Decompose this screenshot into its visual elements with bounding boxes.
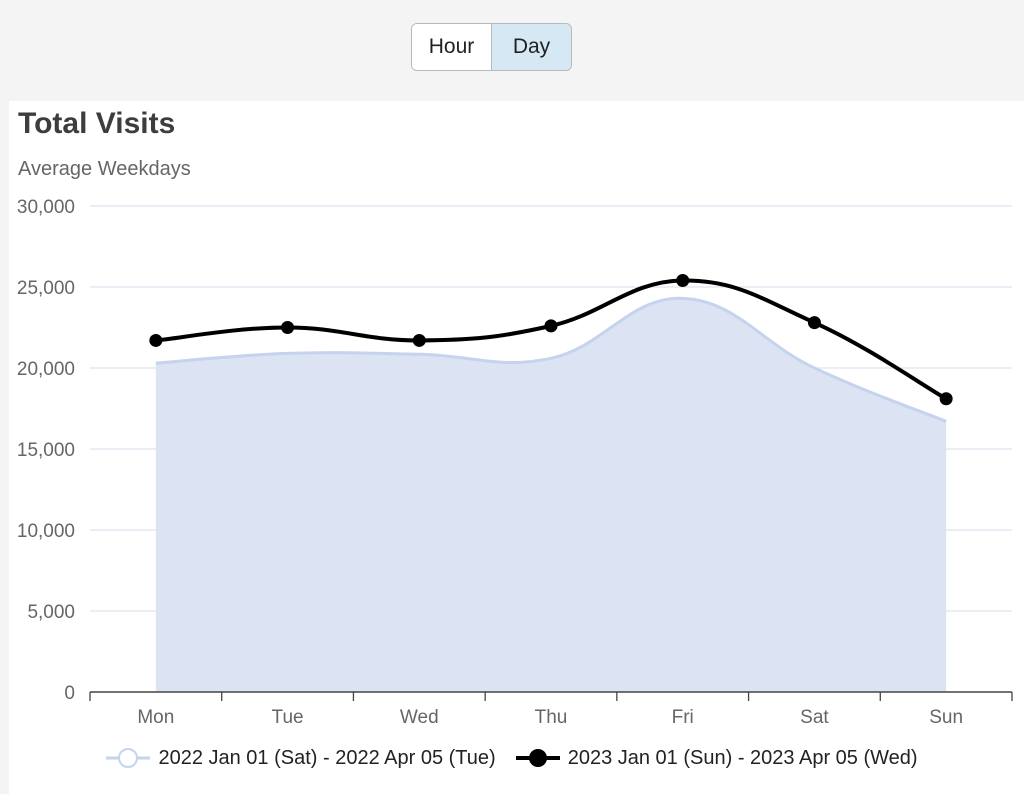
x-tick-label: Thu bbox=[535, 707, 568, 728]
x-tick-label: Tue bbox=[272, 707, 304, 728]
chart-subtitle: Average Weekdays bbox=[18, 158, 191, 180]
x-axis: Mon Tue Wed Thu Fri Sat Sun bbox=[89, 691, 1013, 728]
x-tick-label: Mon bbox=[137, 707, 174, 728]
data-point[interactable] bbox=[281, 321, 295, 334]
data-point[interactable] bbox=[149, 333, 163, 347]
series-line-layer bbox=[149, 274, 953, 406]
legend-item-2022[interactable]: 2022 Jan 01 (Sat) - 2022 Apr 05 (Tue) bbox=[106, 746, 496, 770]
x-tick-label: Sun bbox=[929, 707, 963, 728]
chart-title: Total Visits bbox=[18, 107, 176, 140]
hour-button[interactable]: Hour bbox=[412, 24, 491, 70]
x-tick-label: Sat bbox=[800, 707, 829, 728]
x-tick-label: Fri bbox=[672, 707, 694, 728]
y-tick-label: 20,000 bbox=[17, 359, 75, 380]
y-tick-label: 5,000 bbox=[27, 602, 75, 623]
data-point[interactable] bbox=[544, 319, 558, 333]
legend-line-marker-icon bbox=[515, 749, 560, 767]
view-toggle: Hour Day bbox=[411, 23, 572, 71]
data-point[interactable] bbox=[807, 316, 821, 330]
series-area-layer bbox=[155, 296, 947, 692]
legend-label-2022: 2022 Jan 01 (Sat) - 2022 Apr 05 (Tue) bbox=[158, 746, 496, 769]
day-button[interactable]: Day bbox=[491, 24, 571, 70]
area-fill-2022 bbox=[155, 298, 947, 692]
y-tick-label: 25,000 bbox=[17, 278, 75, 299]
y-tick-label: 10,000 bbox=[17, 521, 75, 542]
legend: 2022 Jan 01 (Sat) - 2022 Apr 05 (Tue) 20… bbox=[0, 740, 1024, 776]
y-tick-label: 0 bbox=[64, 683, 75, 704]
data-point[interactable] bbox=[412, 333, 426, 347]
y-tick-label: 15,000 bbox=[17, 440, 75, 461]
data-point[interactable] bbox=[676, 274, 690, 288]
x-tick-label: Wed bbox=[400, 707, 439, 728]
legend-label-2023: 2023 Jan 01 (Sun) - 2023 Apr 05 (Wed) bbox=[567, 746, 918, 769]
y-tick-label: 30,000 bbox=[17, 197, 75, 218]
legend-item-2023[interactable]: 2023 Jan 01 (Sun) - 2023 Apr 05 (Wed) bbox=[515, 746, 918, 770]
y-axis: 0 5,000 10,000 15,000 20,000 25,000 30,000 bbox=[17, 197, 75, 704]
legend-area-marker-icon bbox=[106, 748, 151, 768]
data-point[interactable] bbox=[939, 392, 953, 406]
area-line-2022 bbox=[155, 296, 947, 423]
